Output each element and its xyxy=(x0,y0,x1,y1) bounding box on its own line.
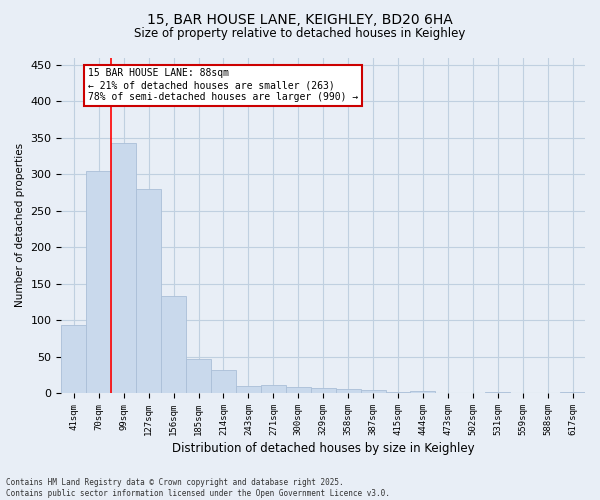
Bar xyxy=(136,189,161,393)
Bar xyxy=(186,359,211,393)
Bar xyxy=(286,387,311,393)
Bar xyxy=(361,390,386,393)
Text: Contains HM Land Registry data © Crown copyright and database right 2025.
Contai: Contains HM Land Registry data © Crown c… xyxy=(6,478,390,498)
X-axis label: Distribution of detached houses by size in Keighley: Distribution of detached houses by size … xyxy=(172,442,475,455)
Bar xyxy=(335,388,361,393)
Y-axis label: Number of detached properties: Number of detached properties xyxy=(15,143,25,308)
Text: 15 BAR HOUSE LANE: 88sqm
← 21% of detached houses are smaller (263)
78% of semi-: 15 BAR HOUSE LANE: 88sqm ← 21% of detach… xyxy=(88,68,358,102)
Bar xyxy=(386,392,410,393)
Bar xyxy=(236,386,261,393)
Bar xyxy=(161,296,186,393)
Bar xyxy=(485,392,510,393)
Bar xyxy=(311,388,335,393)
Bar xyxy=(211,370,236,393)
Bar xyxy=(111,143,136,393)
Bar xyxy=(86,170,111,393)
Bar xyxy=(261,385,286,393)
Text: Size of property relative to detached houses in Keighley: Size of property relative to detached ho… xyxy=(134,28,466,40)
Bar xyxy=(410,391,436,393)
Bar xyxy=(61,325,86,393)
Bar xyxy=(560,392,585,393)
Text: 15, BAR HOUSE LANE, KEIGHLEY, BD20 6HA: 15, BAR HOUSE LANE, KEIGHLEY, BD20 6HA xyxy=(147,12,453,26)
